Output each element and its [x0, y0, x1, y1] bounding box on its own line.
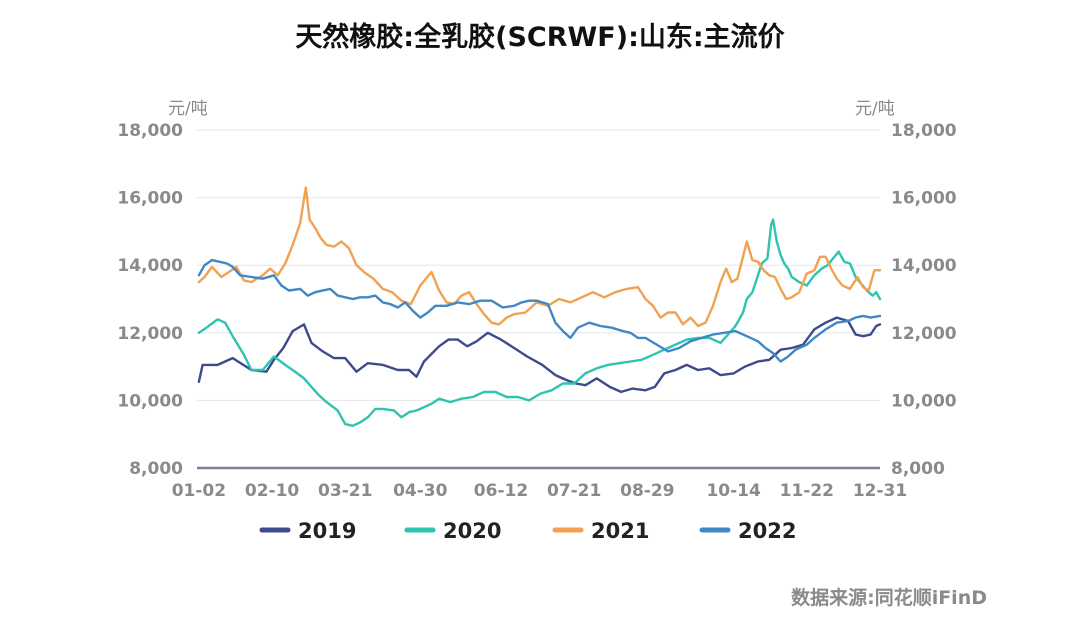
source-note: 数据来源:同花顺iFinD [791, 586, 987, 609]
y-tick-label-left: 14,000 [117, 256, 183, 276]
y-tick-label-left: 16,000 [117, 189, 183, 209]
y-unit-right: 元/吨 [855, 99, 895, 119]
legend: 2019 2020 2021 2022 [259, 519, 796, 543]
legend-label-2022: 2022 [738, 519, 796, 543]
legend-label-2021: 2021 [591, 519, 649, 543]
legend-label-2019: 2019 [298, 519, 356, 543]
y-tick-label-left: 8,000 [129, 459, 183, 479]
y-tick-label-left: 10,000 [117, 391, 183, 411]
x-tick-label: 03-21 [318, 481, 372, 501]
y-tick-label-right: 16,000 [891, 189, 957, 209]
y-tick-label-right: 8,000 [891, 459, 945, 479]
y-tick-label-right: 18,000 [891, 121, 957, 141]
y-tick-label-left: 18,000 [117, 121, 183, 141]
axis-layer: 8,000 8,000 10,000 10,000 12,000 12,000 14,000… [117, 121, 956, 501]
x-tick-label: 04-30 [393, 481, 448, 501]
x-tick-label: 08-29 [620, 481, 674, 501]
x-tick-label: 07-21 [547, 481, 601, 501]
y-tick-label-left: 12,000 [117, 324, 183, 344]
chart-title: 天然橡胶:全乳胶(SCRWF):山东:主流价 [295, 21, 785, 53]
series-line-2021 [197, 186, 882, 328]
series-line-2020 [197, 218, 882, 427]
x-tick-label: 01-02 [172, 481, 226, 501]
y-tick-label-right: 14,000 [891, 256, 957, 276]
y-tick-label-right: 10,000 [891, 391, 957, 411]
series-line-2019 [197, 316, 882, 394]
grid-layer [197, 129, 880, 470]
x-tick-label: 10-14 [706, 481, 761, 501]
x-tick-label: 11-22 [780, 481, 834, 501]
y-tick-label-right: 12,000 [891, 324, 957, 344]
x-tick-label: 12-31 [853, 481, 907, 501]
series-layer [197, 186, 882, 427]
x-tick-label: 06-12 [474, 481, 528, 501]
legend-label-2020: 2020 [443, 519, 501, 543]
y-unit-left: 元/吨 [168, 99, 208, 119]
series-line-2022 [197, 258, 882, 363]
x-tick-label: 02-10 [245, 481, 300, 501]
